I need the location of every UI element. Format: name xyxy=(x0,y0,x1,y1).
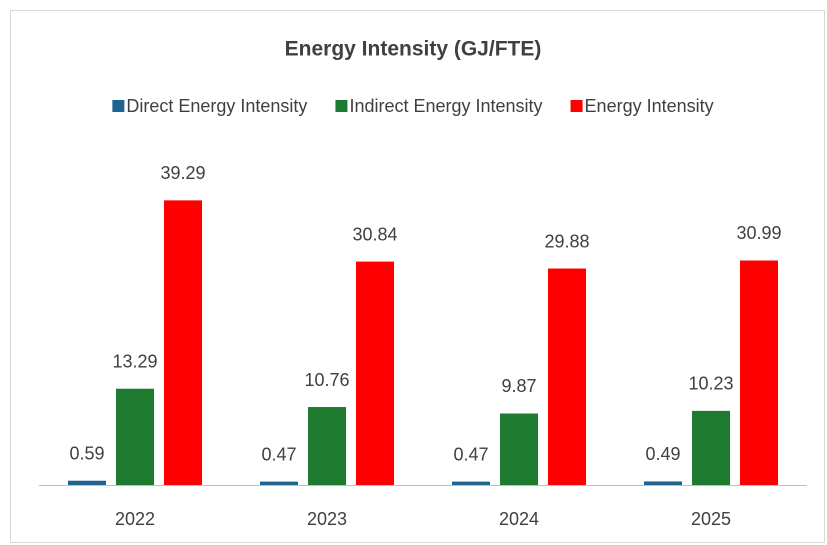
bar xyxy=(500,413,538,485)
data-label: 39.29 xyxy=(160,163,205,183)
legend-label: Direct Energy Intensity xyxy=(126,96,307,116)
x-tick-label: 2022 xyxy=(115,509,155,529)
data-label: 0.49 xyxy=(645,444,680,464)
legend-swatch xyxy=(112,100,125,112)
bar xyxy=(68,480,106,485)
data-label: 30.99 xyxy=(736,223,781,243)
x-tick-label: 2023 xyxy=(307,509,347,529)
x-tick-label: 2025 xyxy=(691,509,731,529)
bar xyxy=(644,481,682,485)
data-label: 0.59 xyxy=(69,443,104,463)
x-tick-label: 2024 xyxy=(499,509,539,529)
data-label: 30.84 xyxy=(352,224,397,244)
bar xyxy=(260,481,298,485)
bar xyxy=(452,481,490,485)
legend-swatch xyxy=(570,100,583,112)
bar xyxy=(356,261,394,485)
data-label: 10.76 xyxy=(304,370,349,390)
data-label: 9.87 xyxy=(501,376,536,396)
data-label: 0.47 xyxy=(453,444,488,464)
data-label: 13.29 xyxy=(112,351,157,371)
legend-label: Indirect Energy Intensity xyxy=(349,96,542,116)
legend-label: Energy Intensity xyxy=(585,96,714,116)
data-label: 0.47 xyxy=(261,444,296,464)
bar xyxy=(116,388,154,485)
bar xyxy=(548,268,586,485)
bar xyxy=(740,260,778,485)
legend-swatch xyxy=(335,100,348,112)
bar xyxy=(692,410,730,485)
data-label: 10.23 xyxy=(688,374,733,394)
data-label: 29.88 xyxy=(544,231,589,251)
bar xyxy=(308,407,346,485)
chart-title: Energy Intensity (GJ/FTE) xyxy=(285,38,542,61)
bar xyxy=(164,200,202,485)
